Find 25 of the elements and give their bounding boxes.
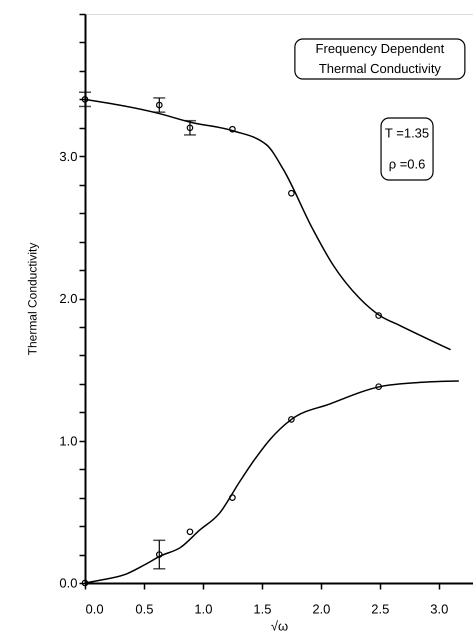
x-tick-label: 0.5 (135, 602, 154, 616)
x-tick-label: 0.0 (86, 602, 104, 616)
point (375, 312, 382, 319)
x-tick-label: 2.0 (312, 602, 330, 616)
point (186, 124, 194, 132)
x-tick-label: 1.5 (253, 602, 272, 616)
point (156, 102, 163, 108)
x-tick-label: 1.0 (194, 602, 212, 616)
y-tick-label: 3.0 (59, 148, 78, 164)
y-tick-label: 0.0 (59, 576, 78, 590)
x-tick-label: 3.0 (430, 602, 448, 616)
annotation: Frequency Dependent Thermal Conductivity (316, 41, 445, 76)
y-tick-label: 2.0 (59, 291, 78, 306)
point (156, 551, 163, 558)
x-axis-title: √ω (270, 618, 288, 634)
x-tick-label: 2.5 (371, 602, 390, 616)
point (288, 416, 295, 423)
text: T =1.35 ρ =0.6 (384, 126, 430, 172)
y-tick-label: 1.0 (59, 433, 78, 448)
point (229, 494, 236, 501)
point (288, 190, 295, 197)
point (375, 383, 382, 390)
point (186, 528, 194, 536)
point (229, 126, 236, 133)
y-axis-title: Thermal Conductivity (25, 242, 40, 356)
